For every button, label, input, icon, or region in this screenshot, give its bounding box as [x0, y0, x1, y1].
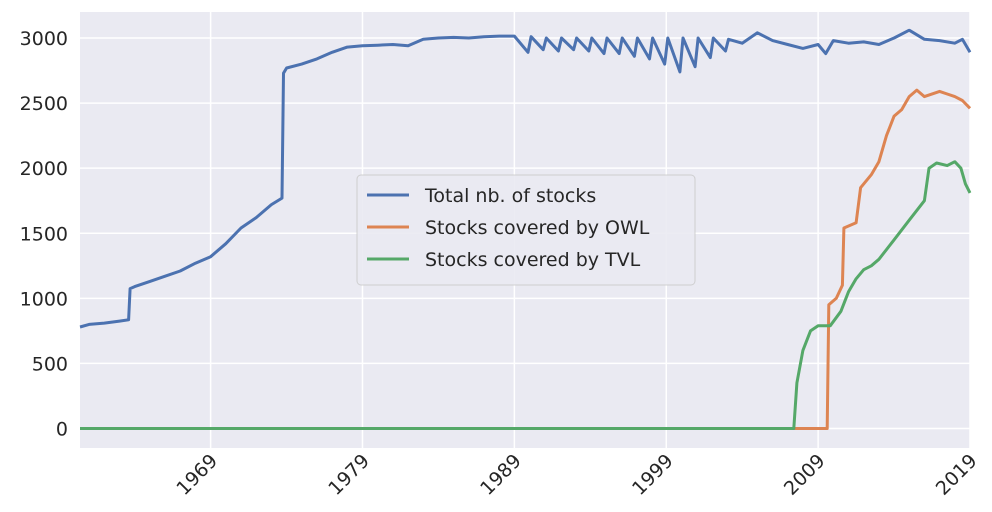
series-line — [80, 162, 970, 429]
legend-label: Total nb. of stocks — [424, 185, 596, 207]
y-tick-label: 2500 — [20, 93, 68, 115]
y-tick-label: 2000 — [20, 158, 68, 180]
x-tick-label: 1999 — [628, 450, 678, 500]
series-line — [80, 30, 970, 327]
y-tick-label: 1000 — [20, 288, 68, 310]
y-tick-label: 1500 — [20, 223, 68, 245]
y-tick-label: 3000 — [20, 28, 68, 50]
x-tick-label: 2019 — [932, 450, 982, 500]
y-tick-label: 0 — [56, 418, 68, 440]
x-tick-label: 2009 — [780, 450, 830, 500]
series-line — [80, 90, 970, 428]
y-tick-label: 500 — [32, 353, 68, 375]
x-tick-label: 1989 — [476, 450, 526, 500]
x-tick-label: 1969 — [172, 450, 222, 500]
legend-label: Stocks covered by OWL — [425, 217, 650, 239]
legend-label: Stocks covered by TVL — [425, 249, 641, 271]
x-tick-label: 1979 — [324, 450, 374, 500]
legend-box — [356, 174, 696, 286]
